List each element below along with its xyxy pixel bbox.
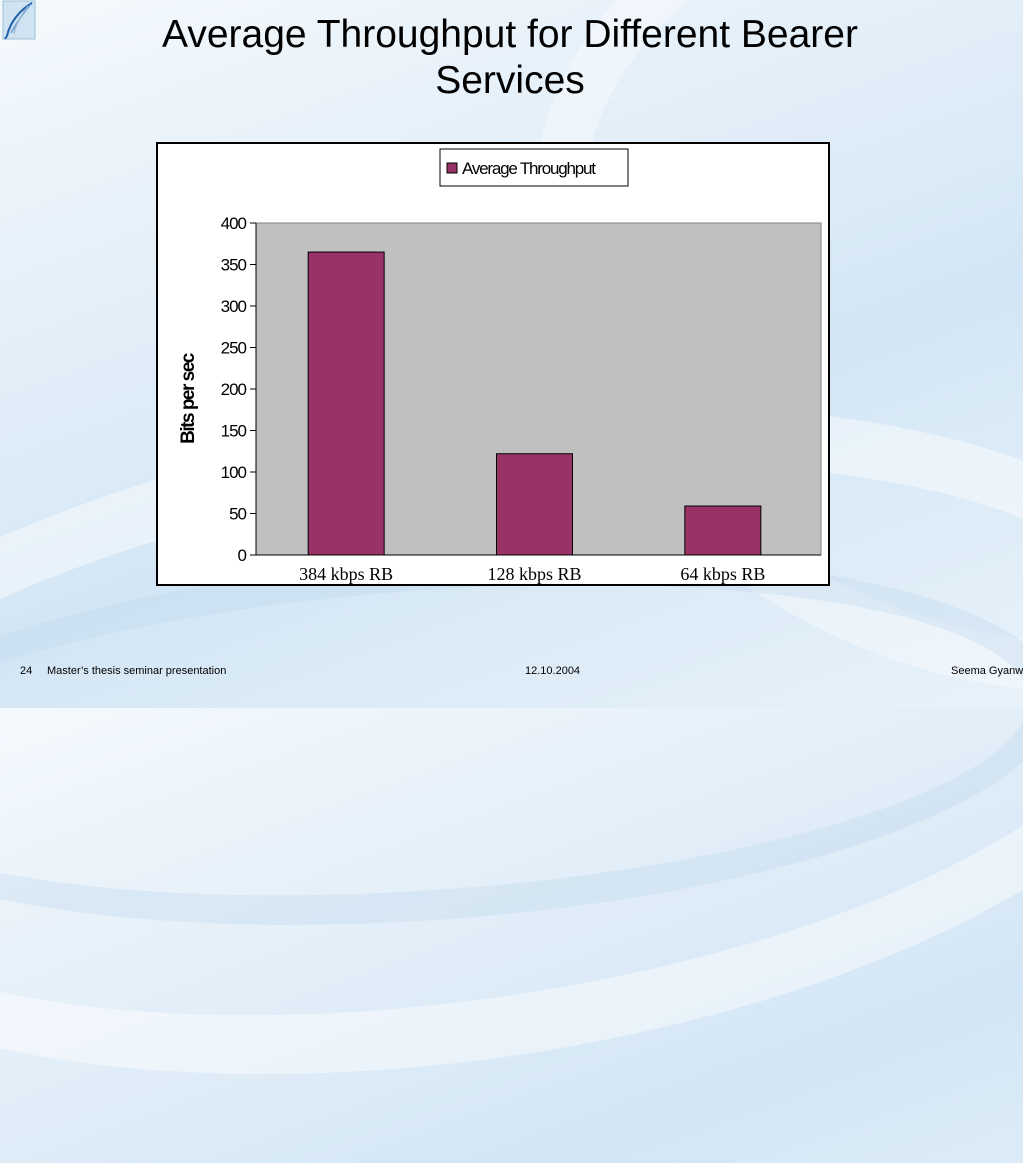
chart-frame: 0 50 100 150 200 250 300 350 400 Bits per sec 384 …	[156, 142, 830, 586]
slide-title: Average Throughput for Different Bearer …	[60, 12, 960, 104]
y-tick-label: 200	[221, 380, 247, 399]
footer-presentation-title: Master’s thesis seminar presentation	[47, 665, 227, 677]
bar-chart: 0 50 100 150 200 250 300 350 400 Bits per sec 384 …	[178, 148, 822, 584]
legend-label: Average Throughput	[462, 159, 596, 178]
bar	[496, 453, 573, 556]
footer-date: 12.10.2004	[525, 665, 581, 677]
legend-swatch	[446, 162, 458, 174]
legend-box	[439, 148, 629, 187]
slide-title-line-1: Average Throughput for Different Bearer	[162, 13, 858, 56]
bar	[684, 505, 762, 556]
x-tick-label: 64 kbps RB	[680, 564, 765, 584]
slide-title-line-2: Services	[435, 59, 585, 102]
x-tick-label: 384 kbps RB	[299, 564, 393, 584]
footer-page-number: 24	[20, 665, 33, 677]
bar	[307, 251, 385, 556]
y-tick-label: 0	[238, 546, 247, 565]
y-tick-label: 50	[229, 505, 246, 524]
y-tick-label: 100	[221, 463, 247, 482]
y-axis-title: Bits per sec	[178, 352, 199, 444]
feather-logo-icon	[2, 0, 36, 40]
y-tick-label: 400	[221, 214, 247, 233]
y-tick-label: 150	[221, 422, 247, 441]
y-tick-label: 250	[221, 339, 247, 358]
footer-author: Seema Gyanw	[951, 665, 1023, 677]
x-tick-label: 128 kbps RB	[487, 564, 581, 584]
y-tick-label: 350	[221, 256, 247, 275]
y-tick-label: 300	[221, 297, 247, 316]
